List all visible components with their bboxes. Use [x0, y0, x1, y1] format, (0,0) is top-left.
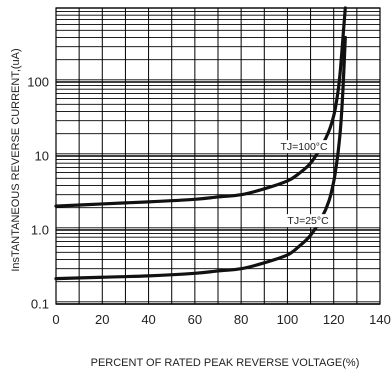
x-tick-label: 40: [141, 312, 155, 327]
y-axis-label: InsTANTANEOUS REVERSE CURRENT,(uA): [10, 48, 22, 271]
chart-ticks: 0 20 40 60 80 100 120 140 0.1 1.0 10 100: [27, 75, 391, 328]
x-tick-label: 60: [188, 312, 202, 327]
y-tick-label: 1.0: [31, 223, 49, 238]
x-tick-label: 100: [277, 312, 299, 327]
y-tick-label: 10: [35, 149, 49, 164]
x-tick-label: 80: [234, 312, 248, 327]
y-tick-label: 100: [27, 75, 49, 90]
y-tick-label: 0.1: [31, 297, 49, 312]
chart-annotations: TJ=100°C TJ=25°C: [278, 140, 333, 228]
x-axis-label: PERCENT OF RATED PEAK REVERSE VOLTAGE(%): [91, 357, 360, 369]
x-tick-label: 0: [52, 312, 59, 327]
series-annotation-tj-100c: TJ=100°C: [280, 141, 328, 153]
chart-series: [54, 6, 347, 281]
x-tick-label: 120: [323, 312, 345, 327]
plot-frame: [55, 7, 381, 305]
x-tick-label: 20: [95, 312, 109, 327]
annotation-background: [285, 214, 333, 228]
x-tick-label: 140: [369, 312, 391, 327]
series-line-tj-100c: [54, 6, 347, 208]
series-annotation-tj-25c: TJ=25°C: [287, 215, 329, 227]
annotation-background: [278, 140, 332, 154]
series-line-tj-25c: [54, 35, 347, 281]
